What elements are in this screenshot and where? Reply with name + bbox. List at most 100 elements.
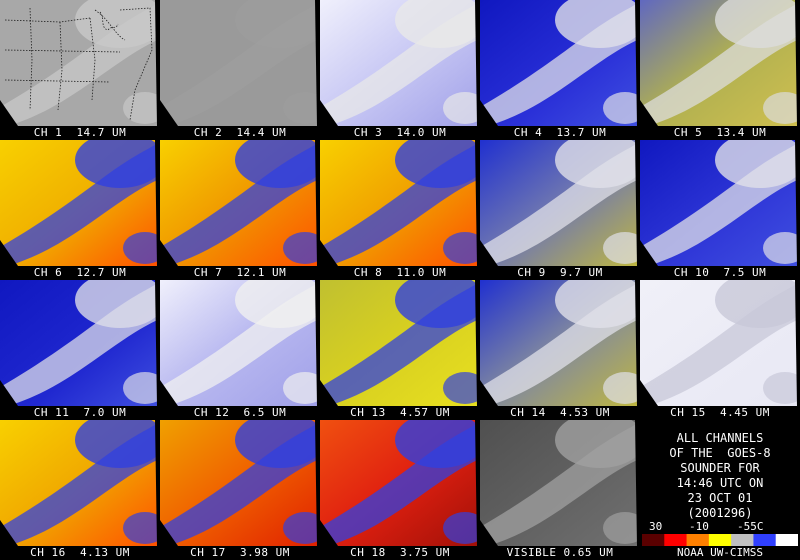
info-line-2: OF THE GOES-8 <box>669 446 771 460</box>
satellite-image-graphic <box>0 280 160 406</box>
space-corner <box>0 380 18 406</box>
satellite-image-graphic <box>160 0 320 126</box>
cloud-mass <box>715 280 800 328</box>
cloud-mass <box>715 140 800 188</box>
space-edge <box>315 420 320 546</box>
channel-label: CH 4 13.7 UM <box>513 126 607 139</box>
space-edge <box>155 140 160 266</box>
colorbar-segment <box>753 534 777 546</box>
space-edge <box>155 280 160 406</box>
satellite-image-graphic <box>320 420 480 546</box>
channel-panel: CH 16 4.13 UM <box>0 420 160 560</box>
space-corner <box>320 100 338 126</box>
space-corner <box>160 520 178 546</box>
satellite-image <box>160 280 320 406</box>
cloud-blob <box>283 92 320 124</box>
space-corner <box>0 100 18 126</box>
channel-label: CH 16 4.13 UM <box>30 546 130 559</box>
channel-panel: CH 10 7.5 UM <box>640 140 800 280</box>
cloud-mass <box>75 280 160 328</box>
space-edge <box>155 420 160 546</box>
satellite-image <box>480 280 640 406</box>
space-edge <box>795 140 800 266</box>
space-edge <box>315 0 320 126</box>
space-corner <box>0 520 18 546</box>
satellite-image-graphic <box>640 140 800 266</box>
colorbar-segment <box>731 534 754 546</box>
channel-panel: CH 6 12.7 UM <box>0 140 160 280</box>
colorbar-segment <box>775 534 798 546</box>
space-corner <box>160 240 178 266</box>
channel-label: CH 8 11.0 UM <box>353 266 447 279</box>
colorbar-segment <box>686 534 710 546</box>
temperature-colorbar <box>642 534 798 546</box>
cloud-band <box>160 1 320 126</box>
channel-panel: CH 5 13.4 UM <box>640 0 800 140</box>
cloud-blob <box>603 92 640 124</box>
map-outlines <box>4 7 153 121</box>
colorbar-label-minus55: -55C <box>737 520 764 533</box>
space-corner <box>320 240 338 266</box>
cloud-mass <box>395 140 480 188</box>
space-corner <box>160 380 178 406</box>
space-corner <box>480 380 498 406</box>
satellite-image <box>0 280 160 406</box>
info-line-5: 23 OCT 01 <box>687 491 753 505</box>
info-line-6: (2001296) <box>687 506 753 520</box>
cloud-mass <box>555 280 640 328</box>
space-corner <box>320 380 338 406</box>
satellite-image-graphic <box>320 0 480 126</box>
channel-panel: CH 2 14.4 UM <box>160 0 320 140</box>
satellite-image <box>640 280 800 406</box>
colorbar-segment <box>642 534 665 546</box>
space-edge <box>315 280 320 406</box>
space-corner <box>160 100 178 126</box>
info-line-1: ALL CHANNELS <box>676 431 764 445</box>
satellite-image <box>160 0 320 126</box>
cloud-blob <box>443 232 480 264</box>
image-background <box>160 0 320 126</box>
cloud-mass <box>395 420 480 468</box>
satellite-image <box>320 140 480 266</box>
channel-label: CH 11 7.0 UM <box>33 406 127 419</box>
cloud-blob <box>283 232 320 264</box>
space-corner <box>0 240 18 266</box>
cloud-mass <box>75 140 160 188</box>
satellite-image <box>160 420 320 546</box>
cloud-blob <box>123 372 160 404</box>
channel-label: CH 2 14.4 UM <box>193 126 287 139</box>
space-edge <box>635 420 640 546</box>
channel-panel: VISIBLE 0.65 UM <box>480 420 640 560</box>
colorbar-segment <box>664 534 688 546</box>
satellite-image-graphic <box>0 140 160 266</box>
channel-panel: CH 4 13.7 UM <box>480 0 640 140</box>
space-edge <box>795 280 800 406</box>
space-corner <box>480 520 498 546</box>
cloud-blob <box>443 512 480 544</box>
cloud-blob <box>603 372 640 404</box>
space-edge <box>155 0 160 126</box>
cloud-blob <box>603 232 640 264</box>
channel-label: CH 12 6.5 UM <box>193 406 287 419</box>
space-edge <box>475 420 480 546</box>
cloud-mass <box>555 0 640 48</box>
space-corner <box>640 100 658 126</box>
channel-label: CH 5 13.4 UM <box>673 126 767 139</box>
credit-text: NOAA UW-CIMSS <box>676 546 764 559</box>
satellite-image <box>640 0 800 126</box>
channel-label: CH 10 7.5 UM <box>673 266 767 279</box>
channel-label: CH 17 3.98 UM <box>190 546 290 559</box>
space-corner <box>640 380 658 406</box>
channel-panel: CH 14 4.53 UM <box>480 280 640 420</box>
space-edge <box>635 140 640 266</box>
channel-label: CH 15 4.45 UM <box>670 406 770 419</box>
cloud-mass <box>715 0 800 48</box>
cloud-blob <box>763 92 800 124</box>
channel-label: CH 9 9.7 UM <box>517 266 603 279</box>
cloud-mass <box>395 0 480 48</box>
channel-panel: CH 18 3.75 UM <box>320 420 480 560</box>
space-edge <box>475 140 480 266</box>
space-corner <box>480 240 498 266</box>
cloud-blob <box>283 512 320 544</box>
space-edge <box>475 0 480 126</box>
